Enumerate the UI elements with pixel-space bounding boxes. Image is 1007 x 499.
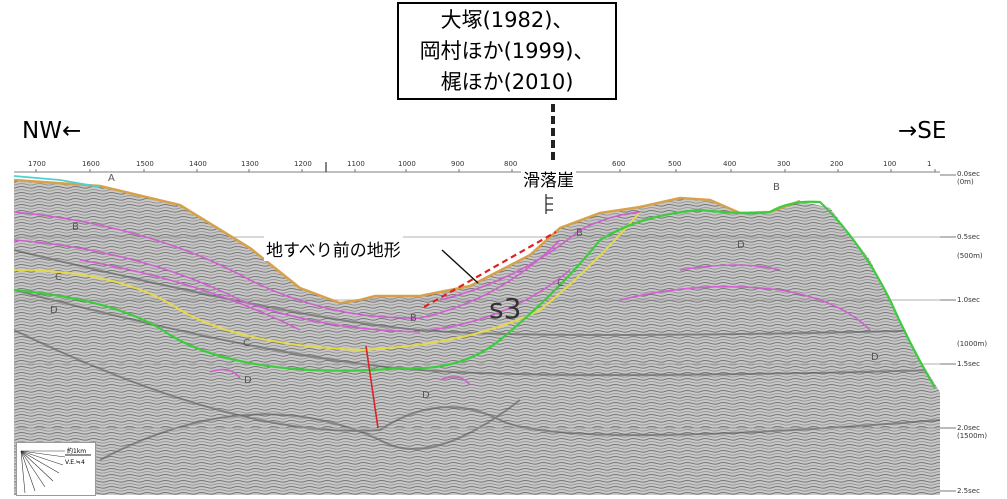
reference-line-2: 岡村ほか(1999)、 bbox=[419, 38, 595, 63]
scarp-label: 滑落崖 bbox=[521, 166, 576, 191]
depth-label: 1.5sec bbox=[957, 360, 980, 368]
shotpoint-label: 300 bbox=[777, 160, 791, 168]
shotpoint-label: 1700 bbox=[28, 160, 46, 168]
horizon-label: B bbox=[410, 313, 417, 324]
horizon-a-line bbox=[13, 211, 641, 352]
pre-slide-label: 地すべり前の地形 bbox=[264, 236, 403, 261]
shotpoint-label: 1100 bbox=[347, 160, 365, 168]
shotpoint-label: 1000 bbox=[398, 160, 416, 168]
horizon-label: B bbox=[773, 182, 780, 193]
horizon-label: C bbox=[55, 272, 62, 283]
direction-left: NW← bbox=[22, 118, 82, 144]
shotpoint-label: 200 bbox=[830, 160, 844, 168]
shotpoint-label: 1400 bbox=[189, 160, 207, 168]
shotpoint-label: 400 bbox=[723, 160, 737, 168]
shotpoint-label: 600 bbox=[612, 160, 626, 168]
shotpoint-label: 1200 bbox=[294, 160, 312, 168]
reference-line-3: 梶ほか(2010) bbox=[440, 69, 574, 94]
horizon-label: D bbox=[50, 305, 58, 316]
horizon-label: C bbox=[557, 278, 564, 289]
depth-label: 1.0sec bbox=[957, 296, 980, 304]
shotpoint-label: 1600 bbox=[82, 160, 100, 168]
horizon-label: D bbox=[422, 390, 430, 401]
seafloor-horizon bbox=[13, 178, 801, 305]
reference-line-1: 大塚(1982)、 bbox=[440, 7, 574, 32]
horizon-label: D bbox=[737, 240, 745, 251]
scarp-symbol bbox=[545, 194, 553, 214]
depth-label: (500m) bbox=[957, 252, 983, 260]
shotpoint-label: 1300 bbox=[241, 160, 259, 168]
shotpoint-label: 100 bbox=[883, 160, 897, 168]
water-layer-line bbox=[13, 175, 101, 188]
shotpoint-label: 900 bbox=[451, 160, 465, 168]
horizon-label: D bbox=[244, 375, 252, 386]
horizon-c-line bbox=[13, 200, 936, 389]
shotpoint-label: 500 bbox=[668, 160, 682, 168]
depth-label: 2.5sec bbox=[957, 487, 980, 495]
depth-label: (1000m) bbox=[957, 340, 988, 348]
reference-box: 大塚(1982)、 岡村ほか(1999)、 梶ほか(2010) bbox=[397, 2, 617, 100]
direction-right: →SE bbox=[898, 118, 947, 144]
shotpoint-label: 1500 bbox=[136, 160, 154, 168]
horizon-label: A bbox=[108, 173, 115, 184]
scale-ve: V.E.≒4 bbox=[65, 459, 85, 466]
horizon-label: B bbox=[576, 228, 583, 239]
depth-label: 2.0sec (1500m) bbox=[957, 424, 988, 440]
fault-line bbox=[365, 345, 379, 429]
shotpoint-label: 1 bbox=[927, 160, 932, 168]
horizon-label: C bbox=[243, 338, 250, 349]
unit-s3-label: s3 bbox=[489, 292, 522, 325]
pre-slide-leader bbox=[441, 249, 479, 284]
pre-slide-topography-line bbox=[423, 231, 557, 308]
scale-distance: 約1km bbox=[67, 448, 87, 455]
scale-legend: 約1km V.E.≒4 bbox=[16, 442, 96, 496]
shotpoint-label: 800 bbox=[504, 160, 518, 168]
horizon-label: B bbox=[72, 222, 79, 233]
depth-label: 0.5sec bbox=[957, 233, 980, 241]
horizon-label: D bbox=[871, 352, 879, 363]
horizon-b-lines bbox=[13, 211, 871, 386]
depth-label: 0.0sec (0m) bbox=[957, 170, 980, 186]
